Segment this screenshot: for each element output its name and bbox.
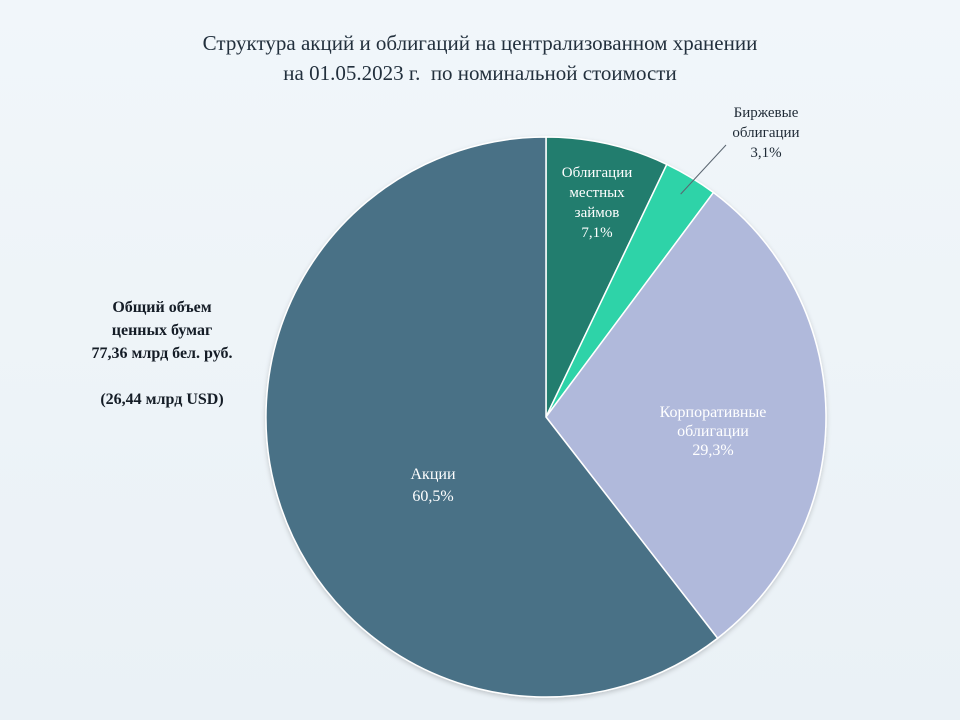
total-volume-line-4: (26,44 млрд USD)	[100, 391, 224, 408]
chart-title-line-1: Структура акций и облигаций на централиз…	[202, 31, 758, 55]
slice-label-corporate-line-2: облигации	[677, 423, 749, 440]
slice-label-corporate-line-1: Корпоративные	[660, 404, 767, 421]
slice-label-exchange-line-1: Биржевые	[734, 105, 799, 121]
total-volume-line-3: 77,36 млрд бел. руб.	[91, 345, 233, 362]
pie-slice-corporate	[545, 191, 827, 640]
slice-label-local-line-2: местных	[569, 185, 625, 201]
chart-title: Структура акций и облигаций на централиз…	[0, 28, 960, 88]
slice-label-akcii-line-1: Акции	[410, 466, 455, 483]
slice-label-exchange-line-3: 3,1%	[750, 145, 781, 161]
total-volume-note: Общий объем ценных бумаг 77,36 млрд бел.…	[62, 296, 262, 411]
slice-label-corporate-line-3: 29,3%	[692, 442, 733, 459]
slice-label-local-line-3: займов	[575, 205, 620, 221]
leader-line-exchange	[680, 144, 727, 195]
chart-title-line-2: на 01.05.2023 г. по номинальной стоимост…	[283, 61, 677, 85]
slice-label-corporate: Корпоративные облигации 29,3%	[660, 404, 767, 459]
slice-label-local-line-1: Облигации	[562, 165, 633, 181]
slice-label-exchange: Биржевые облигации 3,1%	[732, 105, 799, 161]
slice-label-local: Облигации местных займов 7,1%	[562, 165, 633, 241]
total-volume-line-1: Общий объем	[112, 299, 212, 316]
pie-slice-local	[545, 136, 668, 418]
total-volume-line-2: ценных бумаг	[111, 322, 213, 339]
slice-label-exchange-line-2: облигации	[732, 125, 799, 141]
slice-label-local-line-4: 7,1%	[581, 225, 612, 241]
slice-label-akcii: Акции 60,5%	[410, 466, 455, 505]
pie-slice-akcii	[265, 136, 719, 698]
slice-label-akcii-line-2: 60,5%	[412, 488, 453, 505]
